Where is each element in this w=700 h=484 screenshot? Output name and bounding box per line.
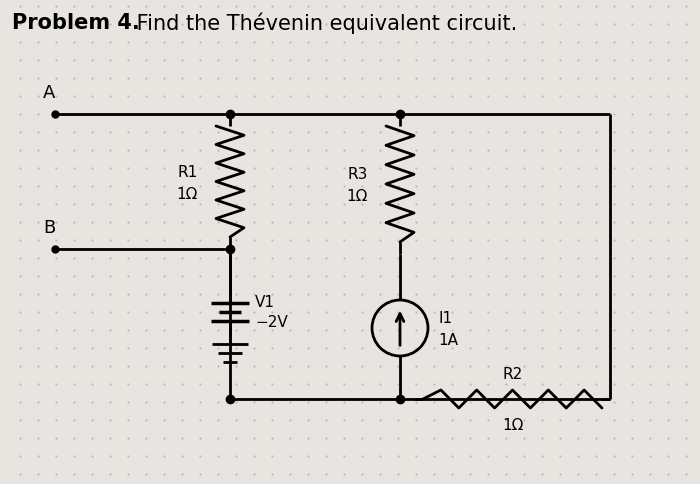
Text: R3: R3 (348, 167, 368, 182)
Text: −2V: −2V (255, 314, 288, 329)
Text: 1A: 1A (438, 333, 458, 348)
Text: V1: V1 (255, 294, 275, 309)
Text: Find the Thévenin equivalent circuit.: Find the Thévenin equivalent circuit. (130, 13, 517, 34)
Text: R2: R2 (503, 366, 523, 381)
Text: A: A (43, 84, 55, 102)
Text: 1Ω: 1Ω (346, 189, 368, 204)
Text: 1Ω: 1Ω (502, 417, 523, 432)
Text: R1: R1 (178, 165, 198, 180)
Text: 1Ω: 1Ω (176, 187, 198, 201)
Text: B: B (43, 219, 55, 237)
Text: Problem 4.: Problem 4. (12, 13, 140, 33)
Text: I1: I1 (438, 311, 452, 326)
